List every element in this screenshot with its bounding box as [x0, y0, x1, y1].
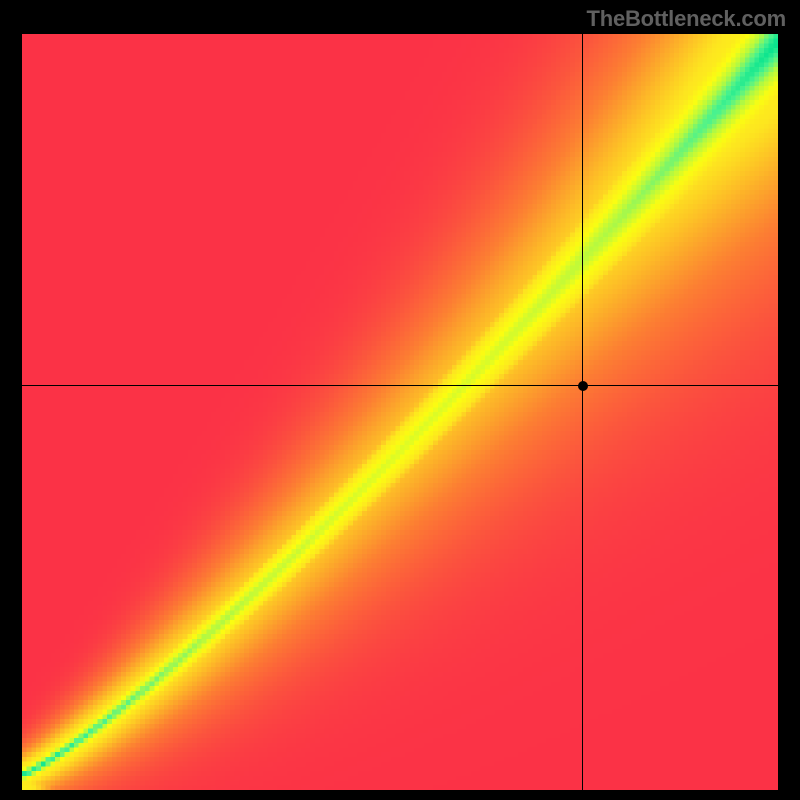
heatmap-canvas	[22, 34, 778, 790]
heatmap-plot-area	[22, 34, 778, 790]
crosshair-marker-dot	[578, 381, 588, 391]
crosshair-horizontal-line	[22, 385, 778, 386]
crosshair-vertical-line	[582, 34, 583, 790]
watermark-text: TheBottleneck.com	[586, 6, 786, 32]
